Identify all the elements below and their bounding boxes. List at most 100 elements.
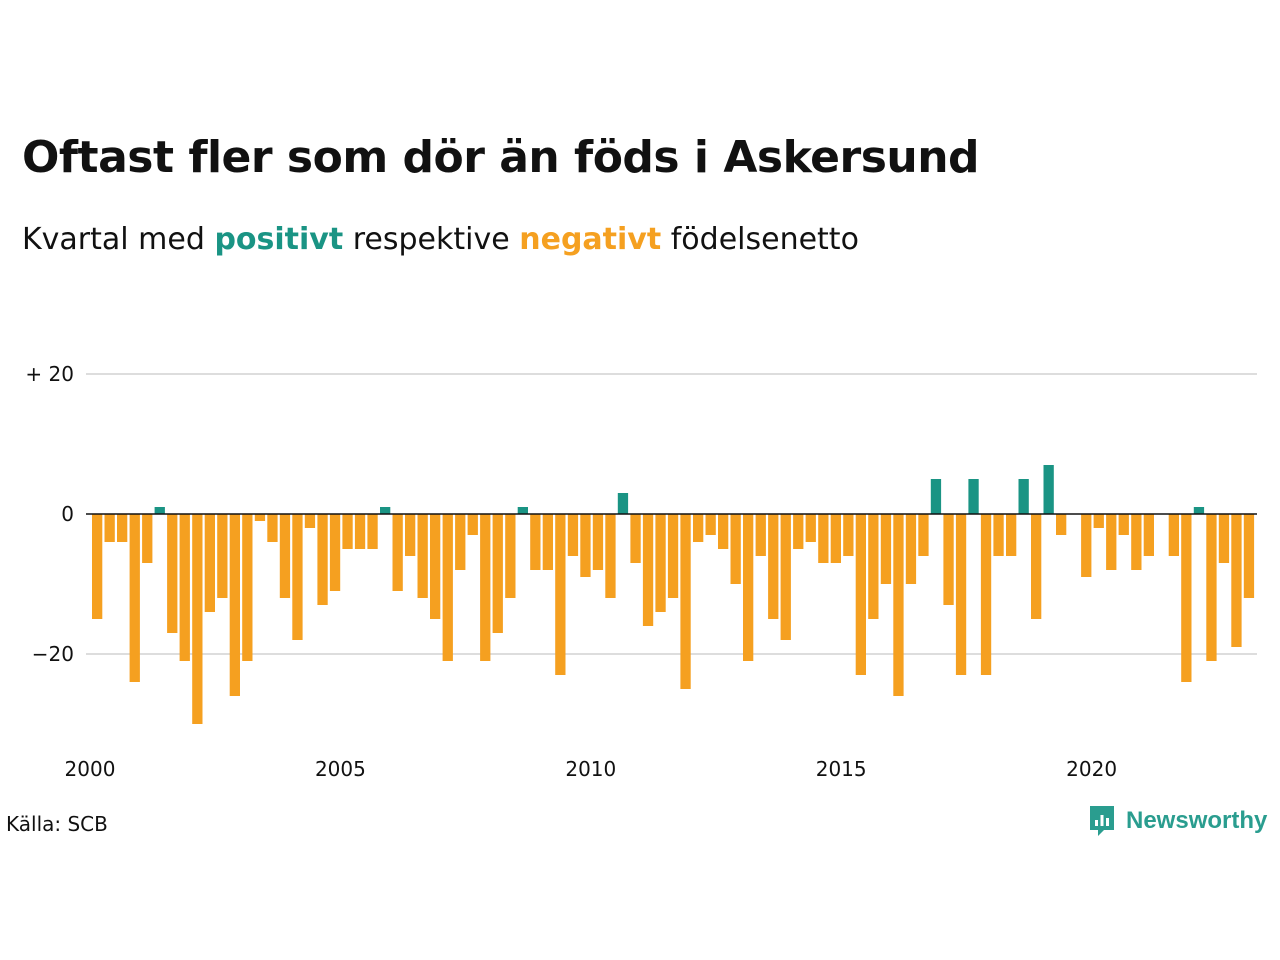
y-tick-label: 0	[61, 502, 74, 526]
x-tick-labels: 2000 2005 2010 2015 2020	[65, 757, 1118, 781]
bar	[254, 514, 266, 521]
bar	[930, 479, 942, 514]
bar	[655, 514, 666, 612]
x-tick-label: 2015	[816, 757, 867, 781]
brand-name: Newsworthy	[1126, 807, 1268, 834]
bar	[392, 514, 403, 591]
subtitle-positive-word: positivt	[214, 222, 344, 257]
bar	[204, 514, 215, 612]
grid-lines	[86, 373, 1257, 655]
x-tick-label: 2000	[65, 757, 116, 781]
y-tick-label: + 20	[25, 362, 74, 386]
bar	[1218, 514, 1230, 563]
bar	[793, 514, 804, 549]
bar	[317, 514, 328, 605]
bar	[467, 514, 478, 535]
bar	[167, 514, 178, 633]
bar	[718, 514, 729, 549]
bar	[505, 514, 516, 598]
bar	[642, 514, 654, 626]
bar	[1081, 514, 1092, 577]
bar	[580, 514, 591, 577]
newsworthy-logo-icon	[1090, 806, 1114, 836]
bar	[592, 514, 604, 570]
bar	[943, 514, 954, 605]
bar	[1243, 514, 1255, 598]
bar	[442, 514, 453, 661]
bar	[1131, 514, 1142, 570]
subtitle-middle: respektive	[352, 222, 510, 257]
bar	[730, 514, 741, 584]
bar	[530, 514, 541, 570]
bar	[1231, 514, 1242, 647]
x-tick-label: 2010	[565, 757, 616, 781]
bar	[1106, 514, 1117, 570]
bar	[755, 514, 766, 556]
bar	[267, 514, 278, 542]
bar	[768, 514, 779, 619]
brand-logo: Newsworthy	[1088, 804, 1267, 838]
bar	[880, 514, 892, 584]
subtitle-suffix: födelsenetto	[670, 222, 859, 257]
x-tick-label: 2020	[1066, 757, 1117, 781]
bar	[129, 514, 140, 682]
bars	[92, 465, 1255, 724]
bar	[868, 514, 879, 619]
bar	[617, 493, 629, 514]
bar	[492, 514, 503, 633]
bar	[630, 514, 641, 563]
bar	[430, 514, 441, 619]
bar	[893, 514, 904, 696]
bar	[780, 514, 791, 640]
bar	[367, 514, 378, 549]
bar	[567, 514, 579, 556]
bar	[805, 514, 816, 542]
bar	[918, 514, 929, 556]
x-tick-label: 2005	[315, 757, 366, 781]
bar	[517, 507, 528, 514]
bar	[342, 514, 353, 549]
bar	[1043, 465, 1054, 514]
chart-subtitle: Kvartal med positivt respektive negativt…	[22, 222, 859, 257]
source-note: Källa: SCB	[6, 812, 108, 836]
bar	[818, 514, 829, 563]
bar	[955, 514, 967, 675]
bar	[304, 514, 316, 528]
bar	[743, 514, 754, 661]
bar	[667, 514, 679, 598]
bar	[154, 507, 165, 514]
bar	[417, 514, 428, 598]
bar	[843, 514, 854, 556]
bar	[329, 514, 341, 591]
bar	[279, 514, 291, 598]
bar	[380, 507, 391, 514]
bar	[1143, 514, 1154, 556]
y-tick-label: −20	[32, 642, 74, 666]
bar	[455, 514, 466, 570]
bar	[292, 514, 303, 640]
bar	[1031, 514, 1042, 619]
bar	[555, 514, 566, 675]
bar	[179, 514, 190, 661]
subtitle-prefix: Kvartal med	[22, 222, 205, 257]
bar	[1168, 514, 1179, 556]
bar	[217, 514, 228, 598]
bar	[1056, 514, 1067, 535]
bar	[605, 514, 616, 598]
bar	[705, 514, 716, 535]
bar	[1193, 507, 1205, 514]
bar	[693, 514, 704, 542]
bar	[1181, 514, 1192, 682]
bar	[192, 514, 203, 724]
y-tick-labels: + 20 0 −20	[25, 362, 74, 666]
chart-title: Oftast fler som dör än föds i Askersund	[22, 132, 980, 183]
bar	[855, 514, 866, 675]
bar	[1118, 514, 1129, 535]
bar	[1018, 479, 1029, 514]
subtitle-negative-word: negativt	[519, 222, 662, 257]
bar	[680, 514, 691, 689]
bar	[993, 514, 1004, 556]
bar	[229, 514, 240, 696]
bar	[354, 514, 366, 549]
bar	[92, 514, 103, 619]
